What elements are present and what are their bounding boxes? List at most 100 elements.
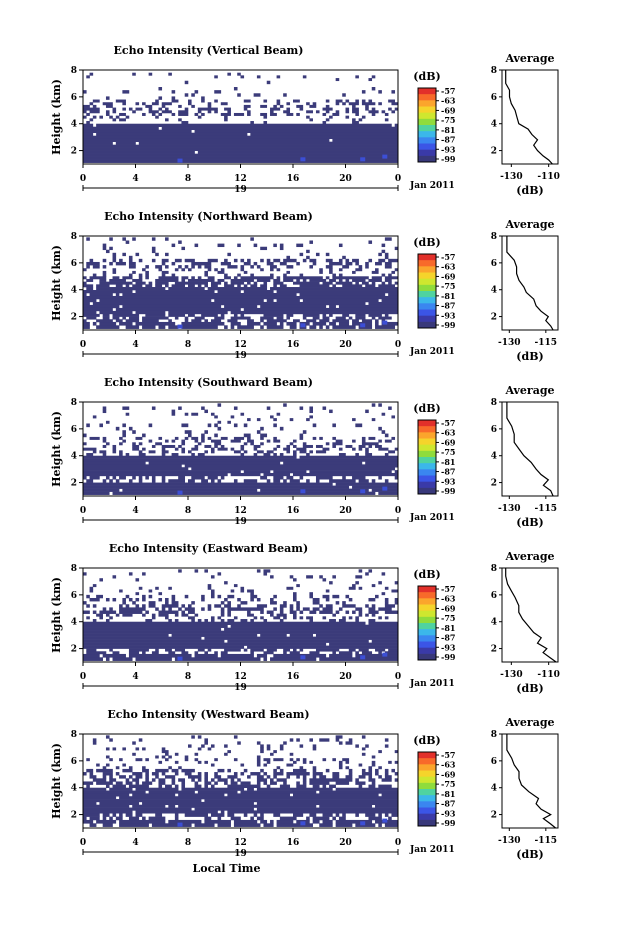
- heatmap-cell: [181, 121, 189, 125]
- heatmap-cell: [142, 781, 153, 785]
- heatmap-cell: [240, 772, 245, 776]
- heatmap-cell: [119, 775, 126, 779]
- heatmap-cell: [122, 237, 126, 241]
- heatmap-cell: [322, 813, 333, 817]
- heatmap-cell: [253, 281, 258, 285]
- heatmap-cell: [263, 657, 268, 661]
- colorbar-tick-label: -87: [441, 301, 455, 311]
- heatmap-cell: [355, 112, 359, 116]
- heatmap-cell: [286, 313, 294, 317]
- colorbar-swatch: [418, 469, 436, 476]
- x-tick-label: 12: [234, 174, 247, 184]
- heatmap-cell: [132, 442, 136, 446]
- heatmap-cell: [240, 444, 245, 448]
- heatmap-cell: [155, 284, 163, 288]
- heatmap-cell: [214, 442, 222, 446]
- heatmap-cell: [128, 426, 133, 431]
- heatmap-cell: [332, 276, 369, 280]
- heatmap-cell: [279, 261, 287, 266]
- heatmap-cell: [174, 760, 179, 764]
- heatmap-cell: [378, 823, 382, 827]
- average-y-tick-label: 8: [491, 564, 497, 574]
- heatmap-cell: [240, 763, 245, 767]
- heatmap-cell: [217, 426, 222, 431]
- heatmap-cell: [214, 75, 218, 79]
- heatmap-cell: [155, 586, 159, 590]
- heatmap-cell: [217, 420, 222, 424]
- heatmap: [83, 70, 399, 164]
- colorbar-swatch: [418, 616, 436, 624]
- heatmap-cell: [83, 129, 192, 134]
- colorbar-tick-label: -63: [441, 428, 456, 438]
- heatmap-cell: [178, 766, 182, 770]
- heatmap-cell: [302, 442, 307, 446]
- heatmap-cell: [194, 243, 199, 248]
- heatmap-cell: [319, 657, 399, 661]
- heatmap-cell: [384, 439, 392, 443]
- heatmap-cell: [184, 265, 189, 269]
- heatmap-cell: [302, 781, 307, 785]
- heatmap-cell: [378, 775, 382, 779]
- heatmap-cell: [233, 436, 245, 440]
- heatmap-cell: [142, 102, 146, 106]
- heatmap-cell: [365, 104, 369, 108]
- heatmap-cell: [224, 752, 228, 756]
- heatmap-cell: [381, 572, 386, 576]
- panel-3: Echo Intensity (Southward Beam)2468Heigh…: [50, 376, 559, 529]
- heatmap-cell: [388, 273, 392, 277]
- heatmap-cell: [86, 265, 90, 269]
- heatmap-cell: [105, 763, 110, 767]
- heatmap-cell: [233, 823, 261, 827]
- heatmap-cell: [263, 758, 271, 762]
- heatmap-cell: [83, 319, 87, 323]
- heatmap-cell: [102, 823, 113, 827]
- heatmap-cell: [207, 584, 212, 588]
- heatmap-cell: [122, 488, 258, 492]
- heatmap-cell: [381, 110, 386, 114]
- heatmap-cell: [345, 261, 353, 266]
- heatmap-cell: [250, 592, 254, 596]
- heatmap-cell: [89, 823, 97, 827]
- x-tick-label: 12: [234, 506, 247, 516]
- heatmap-cell: [243, 768, 248, 773]
- heatmap-cell: [145, 778, 149, 782]
- heatmap-cell: [174, 436, 179, 440]
- heatmap-cell: [375, 594, 379, 599]
- heatmap-cell: [325, 252, 330, 257]
- x-tick-label: 0: [80, 174, 86, 184]
- heatmap-cell: [171, 597, 176, 602]
- x-tick-label: 20: [339, 340, 352, 350]
- heatmap-cell: [332, 613, 336, 617]
- heatmap-cell: [83, 284, 94, 288]
- heatmap-cell: [181, 781, 186, 785]
- heatmap-cell: [332, 442, 343, 446]
- heatmap-cell: [86, 594, 90, 599]
- colorbar-swatch: [418, 623, 436, 630]
- heatmap-cell: [178, 793, 225, 797]
- heatmap-cell: [384, 276, 399, 280]
- heatmap-cell: [332, 319, 350, 323]
- heatmap-cell: [335, 781, 350, 785]
- heatmap-cell: [371, 584, 376, 588]
- heatmap-cell: [253, 616, 258, 620]
- heatmap-cell: [158, 96, 163, 100]
- heatmap-cell: [273, 436, 277, 440]
- heatmap-cell: [151, 246, 156, 251]
- heatmap-cell: [243, 107, 248, 111]
- date-label: 19: [234, 849, 247, 859]
- heatmap-cell: [132, 284, 143, 288]
- heatmap-cell: [92, 741, 97, 745]
- heatmap-cell: [135, 657, 172, 661]
- heatmap-cell: [342, 93, 346, 97]
- heatmap-cell: [174, 316, 179, 320]
- heatmap-cell: [256, 807, 399, 811]
- colorbar-swatch: [418, 789, 436, 796]
- heatmap-cell: [96, 781, 113, 785]
- heatmap-cell: [204, 284, 208, 288]
- heatmap-cell: [368, 240, 373, 244]
- heatmap-cell: [273, 607, 277, 611]
- heatmap-cell: [273, 475, 284, 480]
- heatmap-cell: [360, 655, 366, 660]
- heatmap-cell: [260, 319, 264, 323]
- heatmap-cell: [142, 316, 169, 320]
